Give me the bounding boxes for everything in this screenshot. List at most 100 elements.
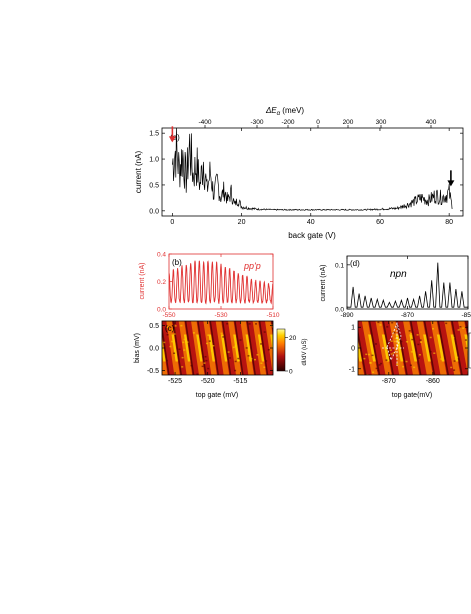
y-axis-label-b: current (nA)	[139, 263, 146, 300]
y-axis-d-tick-label: 0.1	[335, 262, 344, 269]
heatmap-noise	[263, 367, 265, 369]
heatmap-noise	[205, 356, 207, 358]
x-axis-label-a: back gate (V)	[288, 231, 336, 240]
y-axis-c-tick-label: 0.0	[149, 346, 159, 353]
heatmap-noise	[453, 369, 455, 371]
heatmap-noise	[167, 334, 169, 336]
x-axis-a-tick-label: 80	[445, 219, 453, 226]
y-axis-a-tick-label: 1.0	[149, 157, 159, 164]
x-axis-c-tick-label: -515	[233, 378, 247, 385]
panel-e: -870-860 -101 top gate(mV)	[321, 321, 471, 399]
y-axis-c-tick-label: 0.5	[149, 323, 159, 330]
heatmap-noise	[391, 353, 393, 355]
heatmap-noise	[372, 372, 374, 374]
colorbar-tick-label: 0	[289, 369, 293, 376]
heatmap-noise	[181, 366, 183, 368]
heatmap-noise	[375, 343, 377, 345]
x-axis-a-tick-label: 60	[376, 219, 384, 226]
heatmap-noise	[445, 323, 447, 325]
heatmap-noise	[268, 349, 270, 351]
heatmap-noise	[169, 346, 171, 348]
heatmap-noise	[386, 359, 388, 361]
heatmap-noise	[187, 341, 189, 343]
y-axis-label-a: current (nA)	[134, 151, 143, 194]
heatmap-noise	[237, 358, 239, 360]
heatmap-noise	[228, 351, 230, 353]
y-axis-b-tick-label: 0.2	[157, 279, 166, 286]
x-axis-e-tick-label: -860	[426, 378, 440, 385]
heatmap-noise	[379, 364, 381, 366]
heatmap-noise	[249, 323, 251, 325]
heatmap-noise	[394, 341, 396, 343]
x-axis-a-tick-label: 0	[170, 219, 174, 226]
heatmap-noise	[465, 339, 467, 341]
heatmap-noise	[411, 351, 413, 353]
heatmap-noise	[413, 367, 415, 369]
heatmap-noise	[234, 370, 236, 372]
heatmap-noise	[452, 337, 454, 339]
heatmap-noise	[182, 357, 184, 359]
heatmap-noise	[265, 360, 267, 362]
heatmap-noise	[395, 338, 397, 340]
heatmap-noise	[175, 325, 177, 327]
y-axis-label-c: bias (mV)	[134, 333, 141, 363]
heatmap-noise	[391, 322, 393, 324]
y-axis-d-tick-label: 0.0	[335, 307, 344, 314]
heatmap-noise	[380, 363, 382, 365]
x-axis-label-e: top gate(mV)	[392, 392, 432, 399]
heatmap-noise	[430, 337, 432, 339]
heatmap-noise	[205, 360, 207, 362]
top-axis-tick-label: 200	[343, 119, 354, 126]
heatmap-noise	[257, 354, 259, 356]
plot-frame-a	[162, 128, 463, 216]
heatmap-noise	[212, 345, 214, 347]
y-axis-label-d: current (nA)	[320, 265, 327, 302]
heatmap-noise	[365, 354, 367, 356]
heatmap-noise	[248, 355, 250, 357]
y-axis-e-tick-label: 1	[351, 325, 355, 332]
heatmap-noise	[462, 327, 464, 329]
top-axis-tick-label: -200	[281, 119, 294, 126]
heatmap-noise	[410, 365, 412, 367]
x-axis-b-tick-label: -530	[214, 312, 227, 319]
heatmap-noise	[440, 358, 442, 360]
x-axis-d-tick-label: -850	[461, 312, 471, 319]
heatmap-noise	[376, 368, 378, 370]
heatmap-noise	[229, 357, 231, 359]
x-axis-label-c: top gate (mV)	[196, 392, 238, 399]
heatmap-noise	[417, 334, 419, 336]
heatmap-noise	[179, 349, 181, 351]
top-axis-tick-label: -300	[250, 119, 263, 126]
heatmap-noise	[396, 364, 398, 366]
heatmap-noise	[402, 366, 404, 368]
heatmap-noise	[226, 323, 228, 325]
heatmap-noise	[409, 330, 411, 332]
heatmap-noise	[180, 325, 182, 327]
heatmap-noise	[454, 360, 456, 362]
heatmap-noise	[419, 354, 421, 356]
x-axis-d-tick-label: -870	[401, 312, 414, 319]
heatmap-noise	[173, 353, 175, 355]
y-axis-a-tick-label: 0.5	[149, 182, 159, 189]
y-axis-a-tick-label: 0.0	[149, 208, 159, 215]
heatmap-noise	[368, 354, 370, 356]
heatmap-noise	[202, 366, 204, 368]
colorbar-label-c: dI/dV (uS)	[302, 338, 308, 365]
top-axis-tick-label: 400	[426, 119, 437, 126]
x-axis-a-tick-label: 40	[307, 219, 315, 226]
heatmap-noise	[450, 367, 452, 369]
heatmap-noise	[390, 349, 392, 351]
heatmap-noise	[193, 332, 195, 334]
heatmap-noise	[235, 345, 237, 347]
panel-d: -890-870-850 0.00.1 (d) npn current (nA)	[320, 256, 471, 319]
colorbar-tick-label: 20	[289, 335, 297, 342]
top-axis-tick-label: 0	[316, 119, 320, 126]
heatmap-noise	[432, 328, 434, 330]
x-axis-c-tick-label: -520	[201, 378, 215, 385]
series-label-b: pp'p	[243, 261, 261, 271]
heatmap-noise	[417, 344, 419, 346]
series-label-d: npn	[390, 269, 407, 280]
series-line-d	[347, 263, 468, 308]
